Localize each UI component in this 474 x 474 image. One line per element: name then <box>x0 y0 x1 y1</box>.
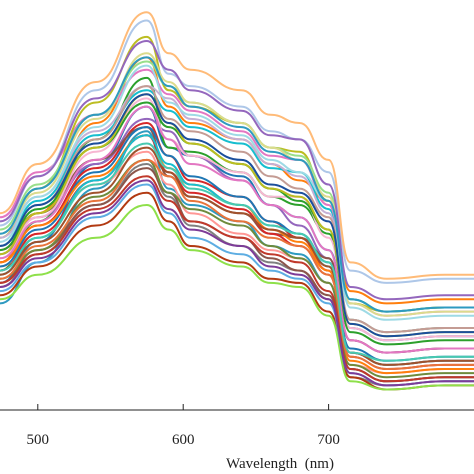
series-line-30 <box>0 56 474 313</box>
series-line-17 <box>0 85 474 334</box>
series-line-18 <box>0 97 474 342</box>
series-line-35 <box>0 204 474 391</box>
series-line-32 <box>0 158 474 379</box>
series-line-12 <box>0 19 474 284</box>
plot-area: 500 600 700 <box>0 11 474 448</box>
series-line-39 <box>0 179 474 387</box>
series-line-13 <box>0 11 474 280</box>
series-line-33 <box>0 93 474 338</box>
series-line-34 <box>0 175 474 383</box>
x-tick-label-500: 500 <box>27 432 50 448</box>
x-tick-label-600: 600 <box>172 432 195 448</box>
series-line-25 <box>0 40 474 301</box>
series-layer <box>0 11 474 391</box>
series-line-14 <box>0 60 474 313</box>
x-axis-title: Wavelength (nm) <box>226 456 334 472</box>
series-line-37 <box>0 158 474 370</box>
series-line-20 <box>0 64 474 321</box>
series-line-36 <box>0 146 474 366</box>
series-line-40 <box>0 142 474 362</box>
x-tick-label-700: 700 <box>317 432 340 448</box>
tick-layer: 500 600 700 <box>27 404 340 448</box>
series-line-27 <box>0 105 474 354</box>
series-line-19 <box>0 52 474 317</box>
